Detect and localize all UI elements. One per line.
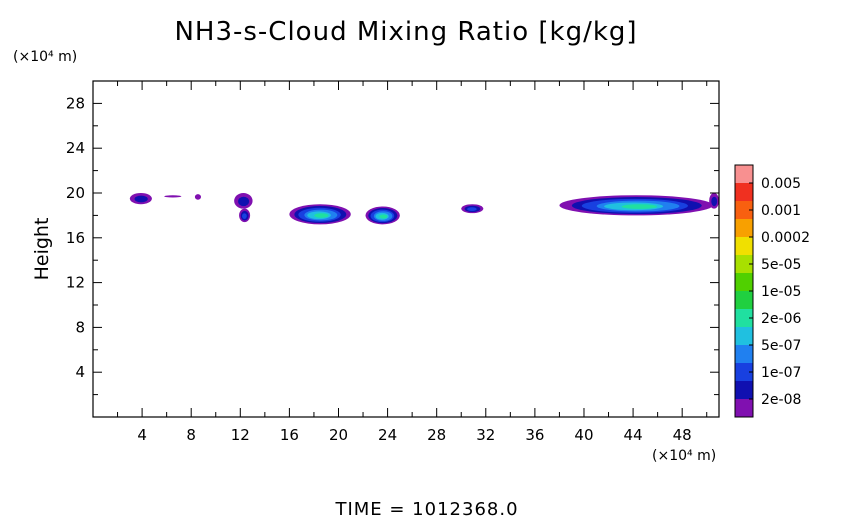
- y-axis-label: Height: [31, 218, 53, 281]
- colorbar-label: 0.0002: [761, 230, 810, 246]
- time-label: TIME = 1012368.0: [334, 499, 518, 519]
- x-tick-label: 4: [137, 426, 147, 444]
- x-tick-label: 24: [378, 426, 397, 444]
- colorbar-cell: [735, 381, 753, 399]
- colorbar-cell: [735, 255, 753, 273]
- colorbar-label: 5e-05: [761, 257, 801, 273]
- colorbar-label: 1e-07: [761, 365, 801, 381]
- y-axis-ticks: 4 8 12 16 20 24 28: [66, 94, 719, 396]
- colorbar-cell: [735, 273, 753, 291]
- y-tick-label: 16: [66, 229, 85, 247]
- cloud-patches: [129, 193, 719, 225]
- cloud-patch: [164, 195, 182, 198]
- x-tick-label: 44: [624, 426, 643, 444]
- x-tick-label: 36: [525, 426, 544, 444]
- colorbar-label: 0.005: [761, 176, 801, 192]
- x-tick-label: 16: [280, 426, 299, 444]
- cloud-patch: [129, 193, 152, 205]
- colorbar-cell: [735, 201, 753, 219]
- x-tick-label: 28: [427, 426, 446, 444]
- y-axis-unit: (×10⁴ m): [13, 49, 77, 65]
- colorbar-cell: [735, 165, 753, 183]
- cloud-patch: [559, 195, 713, 216]
- y-tick-label: 12: [66, 274, 85, 292]
- cloud-patch: [365, 206, 400, 225]
- colorbar-cell: [735, 363, 753, 381]
- y-tick-label: 28: [66, 94, 85, 112]
- colorbar-label: 2e-06: [761, 311, 801, 327]
- colorbar-cell: [735, 237, 753, 255]
- y-tick-label: 24: [66, 139, 85, 157]
- colorbar-cell: [735, 219, 753, 237]
- colorbar-cell: [735, 183, 753, 201]
- x-tick-label: 8: [186, 426, 196, 444]
- y-tick-label: 4: [75, 363, 85, 381]
- colorbar-cell: [735, 399, 753, 417]
- cloud-patch: [194, 194, 202, 200]
- cloud-patch: [239, 208, 251, 223]
- x-tick-label: 20: [329, 426, 348, 444]
- x-tick-label: 40: [574, 426, 593, 444]
- colorbar-label: 2e-08: [761, 392, 801, 408]
- x-tick-label: 32: [476, 426, 495, 444]
- cloud-patch: [709, 193, 719, 209]
- x-axis-ticks: 4 8 12 16 20 24 28 32 36 40 44 48: [117, 81, 708, 444]
- y-tick-label: 8: [75, 318, 85, 336]
- y-tick-label: 20: [66, 184, 85, 202]
- colorbar-cell: [735, 309, 753, 327]
- cloud-patch: [461, 204, 484, 214]
- colorbar-cell: [735, 291, 753, 309]
- colorbar-cell: [735, 327, 753, 345]
- colorbar: 0.005 0.001 0.0002 5e-05 1e-05 2e-06 5e-07 1e-0…: [734, 164, 810, 418]
- x-axis-unit: (×10⁴ m): [652, 448, 716, 464]
- cloud-patch: [234, 193, 253, 209]
- colorbar-label: 1e-05: [761, 284, 801, 300]
- colorbar-label: 0.001: [761, 203, 801, 219]
- x-tick-label: 12: [231, 426, 250, 444]
- plot-frame: [92, 80, 720, 418]
- colorbar-label: 5e-07: [761, 338, 801, 354]
- chart-title: NH3-s-Cloud Mixing Ratio [kg/kg]: [174, 17, 637, 47]
- cloud-patch: [289, 204, 351, 225]
- x-tick-label: 48: [673, 426, 692, 444]
- colorbar-cell: [735, 345, 753, 363]
